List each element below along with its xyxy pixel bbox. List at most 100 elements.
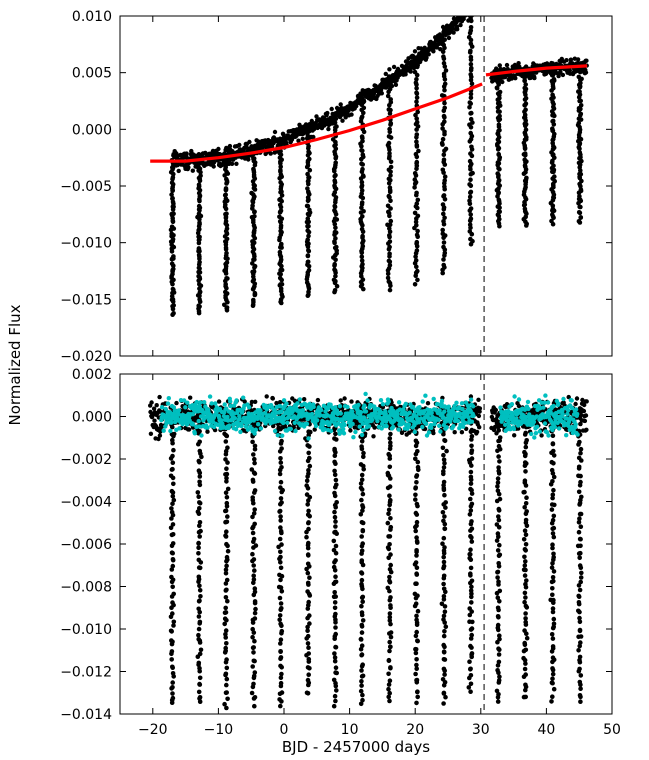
transit-point xyxy=(468,573,473,578)
transit-point xyxy=(305,223,310,229)
transit-point xyxy=(497,647,502,652)
transit-point xyxy=(576,529,582,535)
transit-point xyxy=(387,648,392,654)
transit-point xyxy=(359,250,365,255)
transit-point xyxy=(224,559,229,564)
transit-point xyxy=(253,606,258,612)
transit-point xyxy=(523,137,529,142)
transit-point xyxy=(196,579,201,585)
transit-point xyxy=(278,601,284,606)
transit-point xyxy=(442,629,447,634)
transit-point xyxy=(550,495,555,501)
transit-point xyxy=(551,600,556,605)
transit-point xyxy=(441,32,447,37)
transit-point xyxy=(169,211,174,217)
transit-point xyxy=(169,594,175,599)
transit-point xyxy=(251,470,257,476)
transit-point xyxy=(306,286,312,291)
transit-point xyxy=(412,185,417,190)
transit-point xyxy=(170,490,176,495)
transit-point xyxy=(468,171,474,177)
transit-point xyxy=(441,701,446,706)
transit-point xyxy=(414,264,419,270)
cyan-point xyxy=(295,401,300,406)
transit-point xyxy=(442,180,447,186)
transit-point xyxy=(224,676,230,682)
data-point xyxy=(459,430,465,435)
transit-point xyxy=(415,64,420,70)
transit-point xyxy=(523,153,528,158)
transit-point xyxy=(416,467,421,473)
data-point xyxy=(475,1,479,5)
data-point xyxy=(464,8,468,12)
transit-point xyxy=(551,569,557,574)
transit-point xyxy=(549,632,555,637)
transit-point xyxy=(169,657,174,662)
transit-point xyxy=(250,664,255,669)
transit-point xyxy=(170,207,176,212)
transit-point xyxy=(197,609,202,615)
transit-point xyxy=(224,641,229,646)
transit-point xyxy=(251,573,256,578)
transit-point xyxy=(578,634,584,639)
transit-point xyxy=(332,168,337,174)
transit-point xyxy=(442,514,447,519)
transit-point xyxy=(442,521,448,527)
transit-point xyxy=(440,136,446,142)
transit-point xyxy=(414,91,420,96)
transit-point xyxy=(359,96,365,101)
data-point xyxy=(169,0,173,2)
transit-point xyxy=(387,580,393,585)
transit-point xyxy=(251,630,257,635)
transit-point xyxy=(552,502,557,508)
data-point xyxy=(584,58,589,63)
data-point xyxy=(154,0,158,2)
transit-point xyxy=(360,697,365,703)
cyan-point xyxy=(185,400,190,405)
transit-point xyxy=(277,509,282,514)
transit-point xyxy=(277,536,283,542)
transit-point xyxy=(386,180,392,186)
transit-point xyxy=(469,594,474,600)
transit-point xyxy=(550,118,556,124)
transit-point xyxy=(197,248,202,254)
transit-point xyxy=(332,600,338,605)
transit-point xyxy=(224,665,230,671)
data-point xyxy=(150,0,154,2)
transit-point xyxy=(223,206,229,212)
transit-point xyxy=(252,209,257,215)
transit-point xyxy=(223,659,229,665)
data-point xyxy=(165,0,169,2)
transit-point xyxy=(413,528,419,534)
bottom-black-points xyxy=(148,394,589,711)
transit-point xyxy=(332,453,338,459)
cyan-point xyxy=(178,398,184,403)
transit-point xyxy=(170,188,175,194)
transit-point xyxy=(576,210,582,215)
data-point xyxy=(169,0,173,2)
transit-point xyxy=(305,458,311,464)
transit-point xyxy=(550,531,556,536)
transit-point xyxy=(307,666,312,671)
transit-point xyxy=(197,500,202,505)
transit-point xyxy=(196,614,202,619)
transit-point xyxy=(279,573,285,579)
transit-point xyxy=(197,474,203,479)
transit-point xyxy=(359,446,365,452)
cyan-point xyxy=(272,428,278,434)
transit-point xyxy=(468,67,474,73)
transit-point xyxy=(333,524,338,529)
cyan-point xyxy=(165,401,171,406)
transit-point xyxy=(469,231,475,237)
transit-point xyxy=(550,659,555,665)
cyan-point xyxy=(190,412,195,417)
transit-point xyxy=(223,570,229,576)
transit-point xyxy=(333,505,339,510)
cyan-point xyxy=(225,414,230,420)
data-point xyxy=(512,433,517,438)
transit-point xyxy=(359,612,365,618)
transit-point xyxy=(169,579,175,585)
data-point xyxy=(468,394,474,399)
transit-point xyxy=(359,679,364,684)
transit-point xyxy=(225,460,230,465)
